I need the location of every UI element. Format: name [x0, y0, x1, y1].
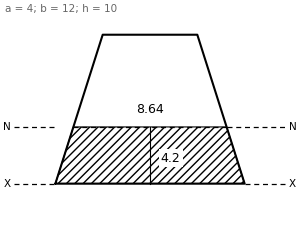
- Text: 4.2: 4.2: [161, 152, 181, 165]
- Text: X: X: [289, 179, 296, 189]
- Text: X: X: [4, 179, 11, 189]
- Polygon shape: [56, 127, 244, 184]
- Text: N: N: [289, 122, 297, 132]
- Text: a = 4; b = 12; h = 10: a = 4; b = 12; h = 10: [5, 4, 117, 13]
- Text: N: N: [3, 122, 11, 132]
- Text: 8.64: 8.64: [136, 103, 164, 116]
